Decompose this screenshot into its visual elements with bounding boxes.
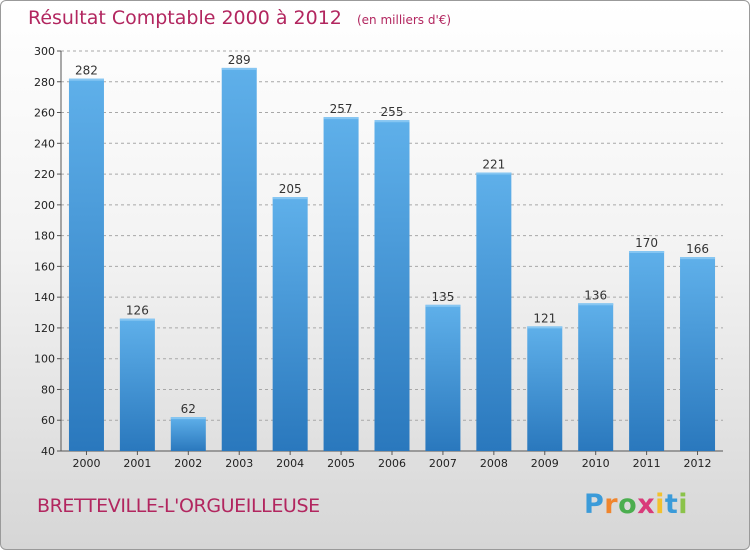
bar-highlight: [170, 417, 206, 420]
y-tick-label: 60: [41, 414, 55, 427]
bar-highlight: [119, 318, 155, 321]
x-tick-label: 2009: [531, 457, 559, 470]
chart-unit: (en milliers d'€): [356, 13, 452, 27]
x-tick-label: 2003: [225, 457, 253, 470]
bar-highlight: [527, 326, 563, 329]
bar-highlight: [221, 67, 257, 70]
y-tick-label: 140: [34, 291, 55, 304]
value-label: 121: [533, 311, 556, 325]
bar: [578, 303, 614, 451]
y-tick-label: 260: [34, 107, 55, 120]
y-tick-label: 180: [34, 230, 55, 243]
y-tick-label: 80: [41, 383, 55, 396]
bar-highlight: [629, 251, 665, 253]
y-tick-label: 100: [34, 353, 55, 366]
bars: [68, 67, 716, 452]
logo-letter: i: [655, 489, 665, 520]
logo-letter: i: [678, 489, 689, 520]
y-tick-label: 200: [34, 199, 55, 212]
y-tick-label: 240: [34, 137, 55, 150]
bar: [119, 318, 155, 451]
bar: [680, 257, 716, 451]
bar: [272, 197, 308, 451]
value-label: 289: [228, 53, 251, 67]
value-label: 136: [584, 288, 607, 302]
value-label: 170: [635, 236, 658, 250]
commune-name: BRETTEVILLE-L'ORGUEILLEUSE: [37, 495, 320, 517]
value-label: 257: [330, 102, 353, 116]
bar-highlight: [476, 172, 512, 175]
y-tick-label: 220: [34, 168, 55, 181]
x-tick-label: 2001: [123, 457, 151, 470]
bar: [323, 117, 359, 452]
y-tick-label: 160: [34, 260, 55, 273]
value-label: 126: [126, 304, 149, 318]
bar-highlight: [425, 304, 461, 307]
value-label: 282: [75, 64, 98, 78]
bar-highlight: [68, 78, 104, 81]
bar-highlight: [323, 117, 359, 120]
x-tick-label: 2006: [378, 457, 406, 470]
y-tick-label: 120: [34, 322, 55, 335]
logo-letter: P: [584, 489, 605, 520]
bar: [221, 67, 257, 451]
bar: [170, 417, 206, 451]
bar-highlight: [374, 120, 410, 123]
value-label: 221: [482, 158, 505, 172]
bar: [476, 172, 512, 452]
x-tick-label: 2000: [72, 457, 100, 470]
x-tick-label: 2004: [276, 457, 304, 470]
y-tick-label: 280: [34, 76, 55, 89]
value-label: 166: [686, 242, 709, 256]
value-label: 62: [181, 402, 196, 416]
bar: [68, 78, 104, 451]
y-tick-label: 300: [34, 45, 55, 58]
y-tick-label: 40: [41, 445, 55, 458]
x-tick-label: 2007: [429, 457, 457, 470]
proxiti-logo[interactable]: Proxiti: [584, 489, 688, 520]
x-tick-label: 2002: [174, 457, 202, 470]
chart-title: Résultat Comptable 2000 à 2012: [28, 7, 342, 29]
value-label: 205: [279, 182, 302, 196]
logo-letter: o: [618, 489, 638, 520]
bar: [425, 304, 461, 451]
x-tick-label: 2008: [480, 457, 508, 470]
bar-highlight: [578, 303, 614, 306]
x-tick-label: 2012: [684, 457, 712, 470]
x-tick-label: 2005: [327, 457, 355, 470]
bar: [527, 326, 563, 451]
x-tick-label: 2011: [633, 457, 661, 470]
bar-highlight: [680, 257, 716, 260]
logo-letter: x: [637, 489, 656, 520]
bar: [374, 120, 410, 451]
x-tick-label: 2010: [582, 457, 610, 470]
bar-highlight: [272, 197, 308, 200]
value-label: 255: [381, 105, 404, 119]
value-label: 135: [431, 290, 454, 304]
bar: [629, 251, 665, 451]
logo-letter: t: [664, 489, 679, 520]
labels: 40 60 80 100 120 140 160 180 200 220 240 260 280 300 2…: [34, 45, 712, 470]
logo-letter: r: [604, 489, 619, 520]
title-row: Résultat Comptable 2000 à 2012 (en milli…: [28, 7, 451, 29]
